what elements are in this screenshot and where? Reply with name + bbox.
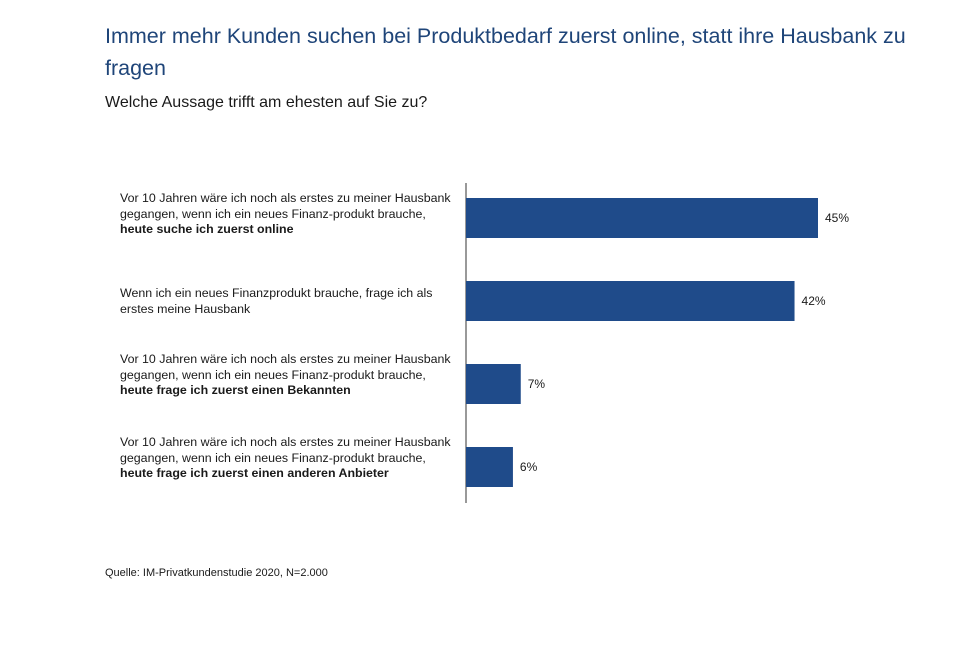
- category-label: Wenn ich ein neues Finanzprodukt brauche…: [120, 286, 460, 317]
- bar: [466, 281, 795, 321]
- bar-value-label: 7%: [528, 377, 546, 391]
- category-label: Vor 10 Jahren wäre ich noch als erstes z…: [120, 435, 460, 482]
- category-label-text: Wenn ich ein neues Finanzprodukt brauche…: [120, 286, 433, 316]
- bar-value-label: 42%: [802, 294, 826, 308]
- category-label-text: Vor 10 Jahren wäre ich noch als erstes z…: [120, 352, 451, 382]
- source-note: Quelle: IM-Privatkundenstudie 2020, N=2.…: [105, 567, 328, 579]
- bar: [466, 364, 521, 404]
- bar: [466, 447, 513, 487]
- category-label-text: Vor 10 Jahren wäre ich noch als erstes z…: [120, 435, 451, 465]
- category-label-text: Vor 10 Jahren wäre ich noch als erstes z…: [120, 191, 451, 221]
- category-label-emphasis: heute frage ich zuerst einen anderen Anb…: [120, 466, 389, 480]
- chart-title: Immer mehr Kunden suchen bei Produktbeda…: [105, 24, 906, 80]
- category-label: Vor 10 Jahren wäre ich noch als erstes z…: [120, 352, 460, 399]
- bar-value-label: 6%: [520, 460, 538, 474]
- chart-subtitle: Welche Aussage trifft am ehesten auf Sie…: [105, 94, 428, 111]
- bar: [466, 198, 818, 238]
- bar-value-label: 45%: [825, 211, 849, 225]
- category-label-emphasis: heute frage ich zuerst einen Bekannten: [120, 383, 351, 397]
- category-label: Vor 10 Jahren wäre ich noch als erstes z…: [120, 191, 460, 238]
- category-label-emphasis: heute suche ich zuerst online: [120, 222, 294, 236]
